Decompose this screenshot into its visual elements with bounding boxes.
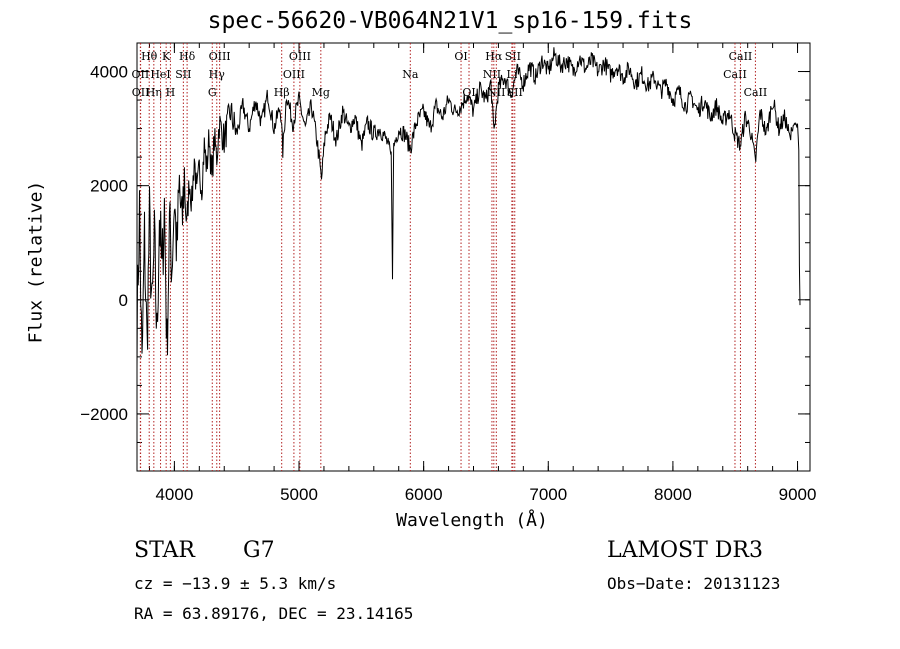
line-marker-label: Hβ — [274, 86, 290, 99]
line-marker-label: Hδ — [179, 50, 196, 63]
line-marker-label: HeI — [150, 68, 170, 81]
object-subclass: G7 — [243, 538, 275, 563]
line-marker-label: Hγ — [209, 68, 226, 81]
line-marker-label: Mg — [312, 86, 330, 99]
y-tick-label: 4000 — [90, 63, 128, 82]
x-tick-label: 6000 — [405, 485, 443, 504]
x-axis-label: Wavelength (Å) — [396, 510, 548, 531]
x-tick-label: 7000 — [529, 485, 567, 504]
line-marker-label: OIII — [209, 50, 231, 63]
chart-title: spec-56620-VB064N21V1_sp16-159.fits — [207, 8, 693, 34]
redshift-velocity: cz = −13.9 ± 5.3 km/s — [134, 574, 337, 593]
y-tick-label: −2000 — [80, 405, 128, 424]
observation-date: Obs−Date: 20131123 — [607, 574, 781, 593]
line-marker-label: OII — [132, 86, 150, 99]
line-marker-label: H — [166, 86, 176, 99]
line-marker-label: Na — [402, 68, 419, 81]
object-class: STAR — [134, 538, 195, 563]
line-marker-label: CaII — [744, 86, 768, 99]
line-marker-label: CaII — [729, 50, 753, 63]
coordinates: RA = 63.89176, DEC = 23.14165 — [134, 604, 414, 623]
line-marker-label: Hη — [146, 86, 162, 99]
x-tick-label: 8000 — [654, 485, 692, 504]
line-marker-label: G — [208, 86, 217, 99]
line-marker-label: K — [162, 50, 171, 63]
line-marker-label: Hα — [485, 50, 503, 63]
line-marker-label: OIII — [283, 68, 305, 81]
x-tick-label: 4000 — [155, 485, 193, 504]
line-marker-label: OIII — [289, 50, 311, 63]
spectrum-line — [136, 47, 801, 369]
x-tick-label: 5000 — [280, 485, 318, 504]
survey-name: LAMOST DR3 — [607, 538, 763, 563]
line-marker-label: Hθ — [141, 50, 158, 63]
y-axis-label: Flux (relative) — [25, 180, 47, 344]
line-marker-label: SII — [505, 50, 521, 63]
line-marker-label: OI — [454, 50, 467, 63]
x-tick-label: 9000 — [779, 485, 817, 504]
line-marker-label: OI — [462, 86, 475, 99]
line-marker-label: CaII — [723, 68, 747, 81]
line-marker-label: Li — [506, 68, 517, 81]
line-marker-label: NII — [487, 86, 505, 99]
y-tick-label: 0 — [119, 291, 128, 310]
y-tick-label: 2000 — [90, 177, 128, 196]
line-marker-label: NII — [483, 68, 501, 81]
line-marker-label: SII — [175, 68, 191, 81]
